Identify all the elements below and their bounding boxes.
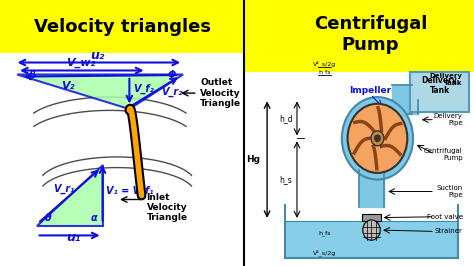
Text: Delivery
Pipe: Delivery Pipe bbox=[434, 113, 463, 126]
Text: θ: θ bbox=[45, 213, 52, 223]
Text: Impeller: Impeller bbox=[349, 86, 392, 95]
Text: V₂: V₂ bbox=[61, 81, 74, 91]
Text: u₁: u₁ bbox=[66, 231, 80, 244]
Text: Delivery
Tank: Delivery Tank bbox=[421, 76, 457, 95]
Text: V²_s/2g: V²_s/2g bbox=[313, 249, 336, 256]
Text: Φ: Φ bbox=[167, 70, 175, 81]
Circle shape bbox=[342, 97, 413, 180]
Circle shape bbox=[374, 135, 380, 142]
Text: h_s: h_s bbox=[280, 175, 292, 184]
Text: h_d: h_d bbox=[279, 114, 292, 123]
Text: V₁ = V_f₁: V₁ = V_f₁ bbox=[106, 186, 154, 197]
Text: V_w₂: V_w₂ bbox=[66, 58, 95, 68]
Text: h_fs: h_fs bbox=[319, 69, 331, 75]
Text: V²_s/2g: V²_s/2g bbox=[313, 60, 336, 67]
Text: V_r₁: V_r₁ bbox=[54, 184, 75, 194]
Text: Foot valve: Foot valve bbox=[427, 214, 463, 220]
FancyBboxPatch shape bbox=[0, 0, 244, 53]
Text: β: β bbox=[28, 70, 35, 81]
Text: u₂: u₂ bbox=[91, 48, 105, 61]
Text: V_f₂: V_f₂ bbox=[133, 84, 154, 94]
Circle shape bbox=[347, 104, 407, 173]
Text: Centrifugal
Pump: Centrifugal Pump bbox=[424, 148, 463, 161]
Text: V_r₂: V_r₂ bbox=[161, 86, 182, 97]
Text: Hg: Hg bbox=[246, 155, 260, 164]
Text: α: α bbox=[91, 213, 97, 223]
Text: Delivery
Tank: Delivery Tank bbox=[429, 73, 463, 86]
Text: Suction
Pipe: Suction Pipe bbox=[436, 185, 463, 198]
Polygon shape bbox=[36, 165, 102, 226]
FancyBboxPatch shape bbox=[362, 214, 381, 221]
Text: Outlet
Velocity
Triangle: Outlet Velocity Triangle bbox=[200, 78, 241, 108]
FancyBboxPatch shape bbox=[285, 221, 458, 258]
Text: h_fs: h_fs bbox=[319, 230, 331, 236]
Circle shape bbox=[371, 131, 384, 146]
Text: Centrifugal
Pump: Centrifugal Pump bbox=[314, 15, 427, 54]
Text: Velocity triangles: Velocity triangles bbox=[34, 18, 210, 36]
FancyBboxPatch shape bbox=[410, 72, 469, 112]
Circle shape bbox=[363, 220, 380, 240]
Text: Strainer: Strainer bbox=[435, 228, 463, 234]
FancyBboxPatch shape bbox=[0, 53, 244, 266]
Polygon shape bbox=[17, 74, 183, 109]
Text: Inlet
Velocity
Triangle: Inlet Velocity Triangle bbox=[146, 193, 188, 222]
FancyBboxPatch shape bbox=[244, 72, 474, 266]
